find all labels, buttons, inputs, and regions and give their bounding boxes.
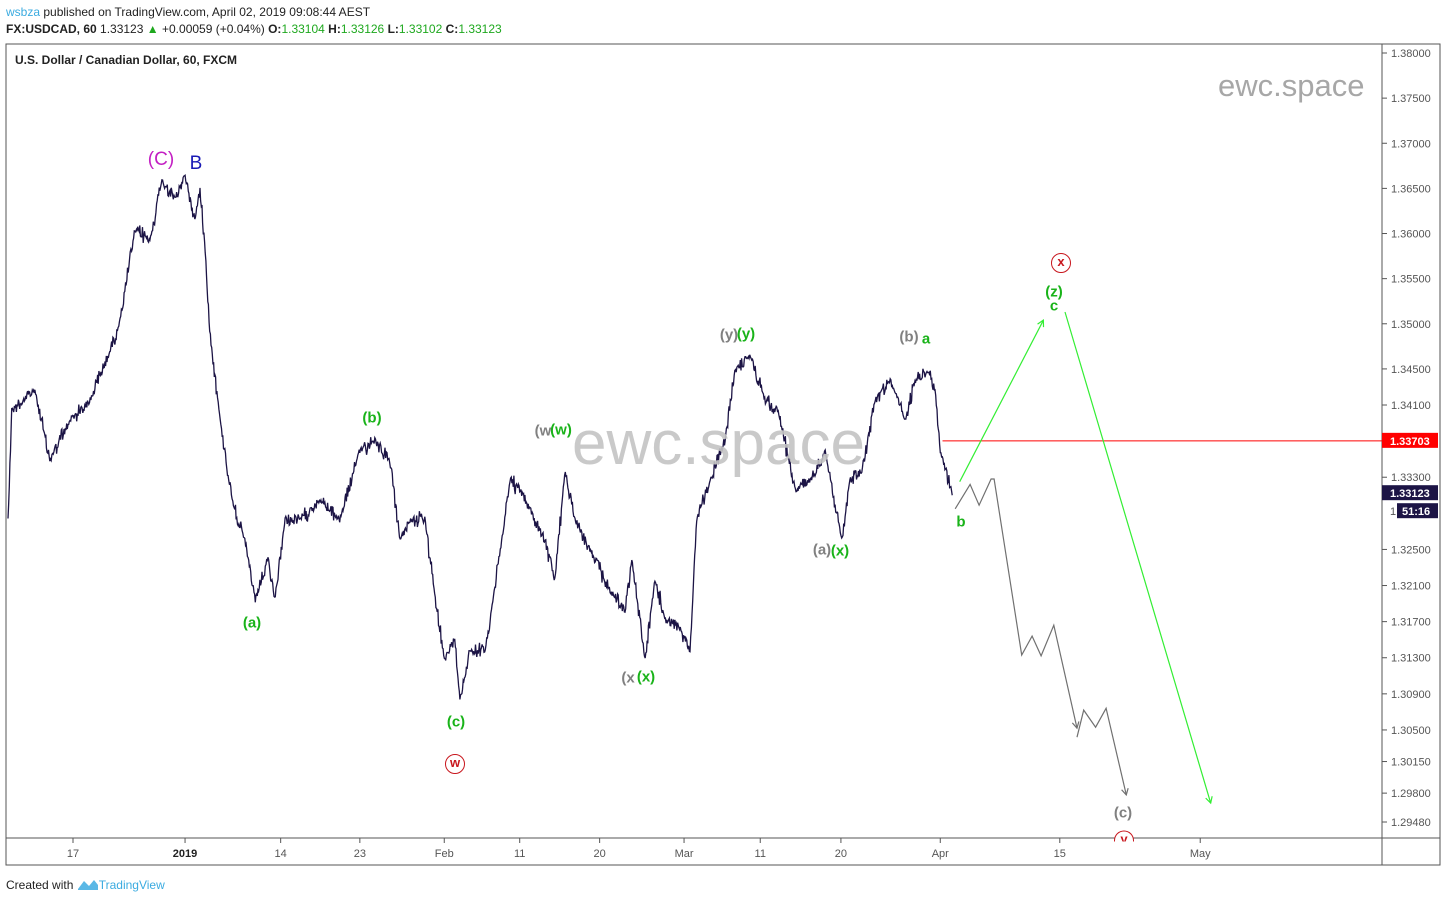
y-tick-label: 1.32500 [1391,544,1431,556]
y-tick-label: 1.35000 [1391,319,1431,331]
x-tick-label: 14 [275,848,287,860]
wave-label-C: (C) [147,149,175,170]
green-projection-arrow-0-arrowhead-icon [1037,319,1045,328]
current-price-partial: 1 [1390,506,1396,518]
y-tick-label: 1.30900 [1391,689,1431,701]
wave-label-x-green: (x) [636,668,656,686]
gray-projection-arrow-1-arrowhead-icon [1121,788,1129,797]
low-value: 1.33102 [398,22,443,36]
high-label: H: [328,22,341,36]
wave-label-z: (z) [1045,283,1063,301]
y-tick-label: 1.32100 [1391,581,1431,593]
close-label: C: [445,22,459,36]
y-tick-label: 1.29800 [1391,788,1431,800]
wave-label-B: B [189,153,203,174]
wave-label-x-gray: (x [621,669,635,687]
x-tick-label: 20 [594,848,606,860]
y-tick-label: 1.35500 [1391,274,1431,286]
gray-projection-arrow-1 [1076,706,1127,796]
y-tick-label: 1.37000 [1391,138,1431,150]
y-tick-label: 1.30150 [1391,757,1431,769]
ohlc-bar: FX:USDCAD, 60 1.33123 ▲ +0.00059 (+0.04%… [6,22,502,36]
x-tick-label: Mar [675,848,694,860]
wave-label-b-small: b [956,513,966,531]
y-tick-label: 1.30500 [1391,725,1431,737]
low-label: L: [387,22,399,36]
wave-circle-x: x [1051,253,1071,273]
wave-label-b2-gray: (b) [899,328,919,346]
y-tick-label: 1.34500 [1391,364,1431,376]
x-tick-label: 15 [1054,848,1066,860]
level-price-tag [1382,432,1438,448]
last-price: 1.33123 [100,22,144,36]
x-tick-label: Feb [435,848,454,860]
green-projection-arrow-1 [1064,311,1212,804]
x-tick-label: 17 [67,848,79,860]
y-tick-label: 1.31300 [1391,653,1431,665]
wave-label-x2-green: (x) [830,542,850,560]
y-tick-label: 1.37500 [1391,93,1431,105]
open-label: O: [268,22,282,36]
watermark-small: ewc.space [1218,68,1365,103]
wave-circle-w: w [445,754,465,774]
wave-label-a: (a) [242,614,262,632]
green-projection-arrow-1-arrowhead-icon [1205,796,1213,805]
x-tick-label: 23 [354,848,366,860]
wave-label-c-small: c [1049,297,1059,315]
countdown-label: 51:16 [1402,506,1430,518]
x-tick-label: May [1190,848,1211,860]
wave-label-y-gray: (y) [719,326,739,344]
chart-title: U.S. Dollar / Canadian Dollar, 60, FXCM [15,53,238,67]
open-value: 1.33104 [281,22,325,36]
x-tick-label: 2019 [173,848,197,860]
x-tick-label: 11 [755,848,766,860]
green-projection-arrow-0 [959,319,1044,482]
author-link[interactable]: wsbza [6,5,41,19]
y-tick-label: 1.34100 [1391,400,1431,412]
tradingview-logo-icon [77,880,98,890]
chart-frame [5,43,1441,866]
countdown-tag [1397,503,1438,519]
created-with-text: Created with [6,878,74,892]
wave-label-b: (b) [362,409,382,427]
publish-info: wsbza published on TradingView.com, Apri… [6,5,370,19]
wave-label-w-green: (w) [550,421,572,439]
footer: Created with TradingView [6,877,165,892]
x-tick-label: Apr [932,848,949,860]
close-value: 1.33123 [458,22,502,36]
symbol: FX:USDCAD, 60 [6,22,97,36]
y-tick-label: 1.33300 [1391,472,1431,484]
wave-label-w-gray: (w [534,422,552,440]
x-tick-label: 20 [835,848,847,860]
x-tick-label: 11 [514,848,525,860]
up-triangle-icon: ▲ [146,22,159,36]
gray-projection-arrow-0 [954,478,1078,729]
wave-label-c2-gray: (c) [1113,804,1133,822]
wave-label-y-green: (y) [736,325,756,343]
watermark-large: ewc.space [572,409,865,478]
price-line [7,174,953,700]
current-price-tag [1382,485,1438,501]
high-value: 1.33126 [340,22,385,36]
y-tick-label: 1.36000 [1391,229,1431,241]
y-tick-label: 1.29480 [1391,817,1431,829]
level-price-label: 1.33703 [1390,436,1430,448]
wave-label-a2-gray: (a) [812,541,832,559]
gray-projection-arrow-0-arrowhead-icon [1071,721,1080,730]
current-price-label: 1.33123 [1390,488,1430,500]
y-tick-label: 1.36500 [1391,183,1431,195]
change: +0.00059 (+0.04%) [162,22,265,36]
publish-date: published on TradingView.com, April 02, … [43,5,371,19]
y-tick-label: 1.38000 [1391,48,1431,60]
y-tick-label: 1.31700 [1391,617,1431,629]
tradingview-link[interactable]: TradingView [98,878,165,892]
wave-label-c: (c) [446,713,466,731]
wave-label-a-small: a [921,330,931,348]
